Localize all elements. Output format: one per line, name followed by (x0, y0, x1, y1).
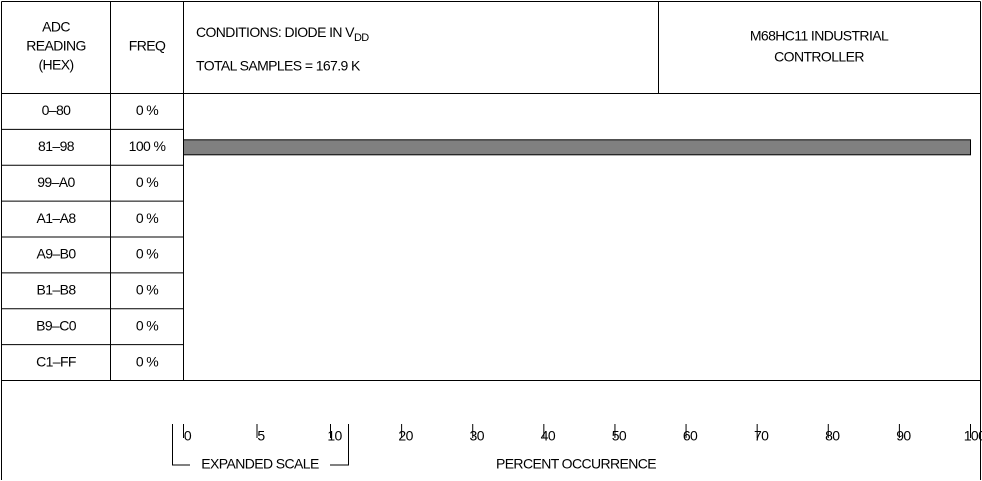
category-label: 0–80 (42, 102, 72, 118)
category-label: B9–C0 (36, 317, 77, 333)
value-label: 100 % (129, 138, 166, 154)
value-label: 0 % (136, 102, 158, 118)
x-tick-label: 70 (754, 428, 769, 444)
category-label: B1–B8 (36, 282, 76, 298)
x-tick-label: 5 (257, 428, 265, 444)
category-label: C1–FF (36, 353, 76, 369)
x-tick-label: 0 (184, 428, 192, 444)
x-tick-label: 20 (398, 428, 413, 444)
category-label: A9–B0 (36, 246, 76, 262)
category-label: A1–A8 (36, 210, 76, 226)
value-label: 0 % (136, 210, 158, 226)
value-label: 0 % (136, 174, 158, 190)
x-tick-label: 90 (896, 428, 911, 444)
value-label: 0 % (136, 317, 158, 333)
x-tick-label: 40 (541, 428, 556, 444)
header-line: READING (26, 38, 86, 54)
value-label: 0 % (136, 246, 158, 262)
bar (183, 139, 971, 156)
x-tick-label: 60 (683, 428, 698, 444)
conditions-subscript: DD (354, 32, 369, 44)
category-label: 81–98 (38, 138, 75, 154)
header-line: (HEX) (38, 57, 73, 73)
chart-title: CONTROLLER (774, 49, 864, 65)
x-tick-label: 50 (612, 428, 627, 444)
x-tick-label: 10 (327, 428, 342, 444)
value-label: 0 % (136, 282, 158, 298)
expanded-scale-bracket (172, 424, 349, 466)
header-line: ADC (42, 19, 70, 35)
conditions-text: CONDITIONS: DIODE IN V (196, 24, 355, 40)
x-tick-label: 100 (964, 428, 982, 444)
category-label: 99–A0 (37, 174, 75, 190)
total-samples: TOTAL SAMPLES = 167.9 K (196, 58, 361, 74)
x-axis-label: PERCENT OCCURRENCE (496, 456, 656, 472)
conditions: CONDITIONS: DIODE IN VDD (196, 24, 369, 44)
expanded-scale-label: EXPANDED SCALE (201, 456, 319, 472)
chart-title: M68HC11 INDUSTRIAL (750, 28, 889, 44)
value-header: FREQ (129, 38, 166, 54)
value-label: 0 % (136, 353, 158, 369)
x-tick-label: 80 (825, 428, 840, 444)
x-tick-label: 30 (470, 428, 485, 444)
